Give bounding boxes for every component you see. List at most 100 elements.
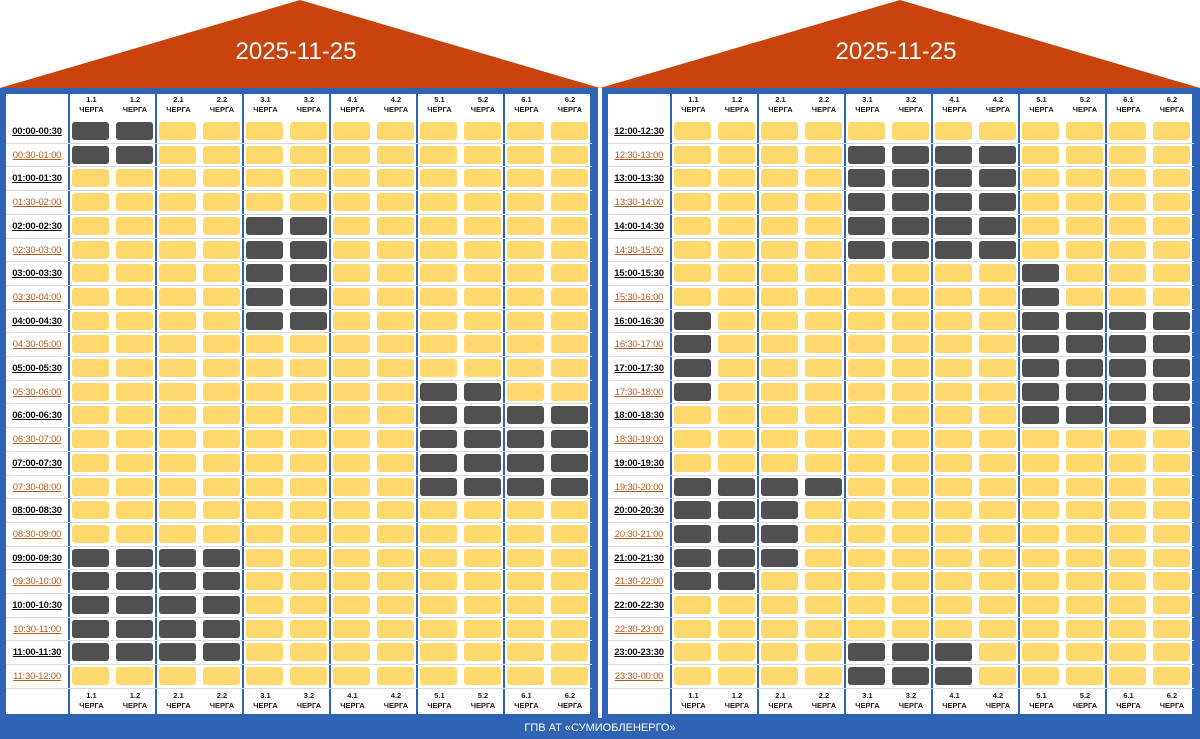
power-on-cell <box>761 619 798 638</box>
power-on-cell <box>246 406 283 425</box>
time-slot-label[interactable]: 08:30-09:00 <box>12 528 62 540</box>
power-on-cell <box>891 501 929 520</box>
power-on-cell <box>935 596 972 614</box>
power-on-cell <box>1065 524 1103 543</box>
power-on-cell <box>202 359 240 377</box>
power-on-cell <box>550 145 588 164</box>
time-slot-label[interactable]: 23:30-00:00 <box>614 671 664 683</box>
time-slot-label[interactable]: 11:30-12:00 <box>13 671 61 683</box>
time-slot-label[interactable]: 01:30-02:00 <box>12 197 62 209</box>
time-slot-label[interactable]: 04:30-05:00 <box>12 339 62 351</box>
power-on-cell <box>848 264 885 283</box>
time-slot-label[interactable]: 10:30-11:00 <box>13 623 61 635</box>
queue-word: ЧЕРГА <box>1116 105 1141 114</box>
power-on-cell <box>376 240 414 259</box>
time-slot-label[interactable]: 22:00-22:30 <box>614 600 664 611</box>
power-on-cell <box>1109 264 1146 283</box>
queue-word: ЧЕРГА <box>985 105 1011 114</box>
time-slot-label[interactable]: 21:30-22:00 <box>614 576 664 588</box>
power-on-cell <box>1022 216 1059 235</box>
time-slot-label[interactable]: 14:00-14:30 <box>614 220 664 232</box>
time-slot-label[interactable]: 02:00-02:30 <box>12 220 62 232</box>
time-slot-label[interactable]: 03:00-03:30 <box>12 268 62 280</box>
power-on-cell <box>1109 193 1146 212</box>
time-slot-label[interactable]: 18:30-19:00 <box>614 434 664 446</box>
time-slot-label[interactable]: 09:30-10:00 <box>12 576 62 588</box>
time-slot-label[interactable]: 20:00-20:30 <box>614 505 664 517</box>
time-slot-label[interactable]: 12:30-13:00 <box>614 149 664 161</box>
time-slot-label[interactable]: 01:00-01:30 <box>12 173 62 185</box>
row-divider <box>608 356 1194 357</box>
row-divider <box>6 498 592 500</box>
power-on-cell <box>202 145 240 164</box>
power-on-cell <box>246 619 283 638</box>
time-slot-label[interactable]: 14:30-15:00 <box>614 244 664 256</box>
queue-number: 5.1 <box>1036 95 1047 104</box>
time-slot-label[interactable]: 15:30-16:00 <box>614 291 664 303</box>
time-slot-label[interactable]: 15:00-15:30 <box>614 268 664 280</box>
power-on-cell <box>1109 548 1146 567</box>
power-on-cell <box>115 430 153 449</box>
power-on-cell <box>1152 667 1190 686</box>
outage-cell <box>550 453 588 472</box>
row-divider <box>608 284 1194 286</box>
power-on-cell <box>550 287 588 306</box>
power-on-cell <box>159 216 196 235</box>
power-on-cell <box>115 335 153 354</box>
time-slot-label[interactable]: 19:30-20:00 <box>614 481 664 493</box>
power-on-cell <box>891 287 929 306</box>
queue-word: ЧЕРГА <box>898 105 924 114</box>
time-slot-label[interactable]: 09:00-09:30 <box>12 552 62 564</box>
time-slot-label[interactable]: 12:00-12:30 <box>614 126 664 137</box>
time-slot-label[interactable]: 16:30-17:00 <box>614 339 664 351</box>
outage-cell <box>289 216 327 235</box>
power-on-cell <box>1109 501 1146 520</box>
power-on-cell <box>333 430 370 449</box>
power-on-cell <box>246 643 283 662</box>
time-slot-label[interactable]: 06:00-06:30 <box>12 410 62 422</box>
time-slot-label[interactable]: 00:00-00:30 <box>12 126 62 137</box>
time-slot-label[interactable]: 08:00-08:30 <box>12 505 62 517</box>
power-on-cell <box>333 287 370 306</box>
power-on-cell <box>72 359 109 377</box>
power-on-cell <box>550 382 588 401</box>
time-slot-label[interactable]: 10:00-10:30 <box>12 600 62 611</box>
power-on-cell <box>115 406 153 425</box>
power-on-cell <box>717 359 755 377</box>
power-on-cell <box>804 667 842 686</box>
time-slot-label[interactable]: 18:00-18:30 <box>614 410 664 422</box>
queue-word: ЧЕРГА <box>942 105 967 114</box>
time-slot-label[interactable]: 21:00-21:30 <box>614 552 664 564</box>
power-on-cell <box>376 596 414 614</box>
time-slot-label[interactable]: 13:30-14:00 <box>614 197 664 209</box>
power-on-cell <box>935 264 972 283</box>
time-slot-label[interactable]: 13:00-13:30 <box>614 173 664 185</box>
time-slot-label[interactable]: 07:00-07:30 <box>12 457 62 469</box>
time-slot-label[interactable]: 02:30-03:00 <box>12 244 62 256</box>
time-slot-label[interactable]: 06:30-07:00 <box>12 434 62 446</box>
time-slot-label[interactable]: 17:00-17:30 <box>614 363 664 374</box>
time-slot-label[interactable]: 20:30-21:00 <box>614 528 664 540</box>
time-slot-label[interactable]: 16:00-16:30 <box>614 315 664 327</box>
queue-number: 3.2 <box>905 95 917 104</box>
time-slot-label[interactable]: 04:00-04:30 <box>12 315 62 327</box>
time-slot-label[interactable]: 07:30-08:00 <box>12 481 62 493</box>
time-slot-label[interactable]: 00:30-01:00 <box>12 149 62 161</box>
time-slot-label[interactable]: 05:00-05:30 <box>12 363 62 374</box>
time-slot-label[interactable]: 17:30-18:00 <box>614 386 664 398</box>
time-slot-label[interactable]: 11:00-11:30 <box>12 647 62 659</box>
power-on-cell <box>507 169 544 188</box>
power-on-cell <box>333 145 370 164</box>
power-on-cell <box>289 193 327 212</box>
time-slot-label[interactable]: 05:30-06:00 <box>12 386 62 398</box>
queue-word: ЧЕРГА <box>296 105 322 114</box>
power-on-cell <box>550 619 588 638</box>
time-slot-label[interactable]: 23:00-23:30 <box>614 647 664 659</box>
time-slot-label[interactable]: 03:30-04:00 <box>12 291 62 303</box>
time-slot-label[interactable]: 19:00-19:30 <box>614 457 664 469</box>
power-on-cell <box>246 477 283 496</box>
power-on-cell <box>333 572 370 591</box>
time-slot-label[interactable]: 22:30-23:00 <box>614 623 664 635</box>
power-on-cell <box>333 619 370 638</box>
power-on-cell <box>550 643 588 662</box>
